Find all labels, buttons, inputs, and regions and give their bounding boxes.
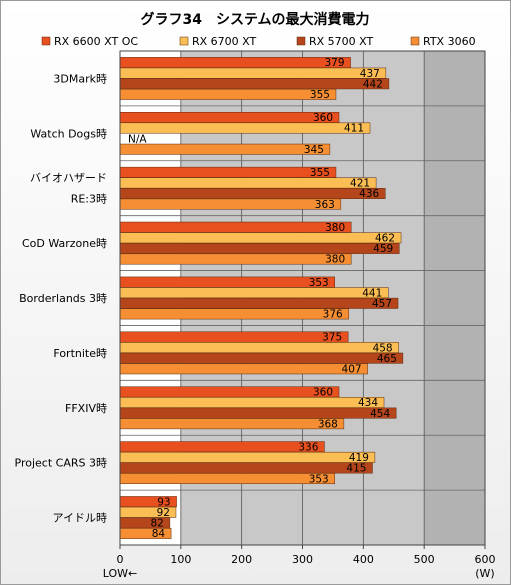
bar <box>119 232 402 244</box>
data-label: 84 <box>152 528 166 540</box>
data-label: 82 <box>151 518 164 530</box>
bar <box>119 166 337 178</box>
bar <box>119 441 325 453</box>
x-tick-label: 100 <box>170 553 191 566</box>
data-label: 434 <box>358 397 378 409</box>
data-label: 360 <box>313 112 333 124</box>
data-label: 336 <box>298 441 318 453</box>
na-label: N/A <box>128 133 147 145</box>
bar <box>119 221 352 233</box>
data-label: 379 <box>325 57 345 69</box>
data-label: 353 <box>309 473 329 485</box>
legend-label: RTX 3060 <box>423 35 476 48</box>
data-label: 454 <box>370 408 390 420</box>
x-tick-label: 200 <box>231 553 252 566</box>
data-label: 441 <box>362 287 382 299</box>
data-label: 419 <box>349 452 369 464</box>
bar <box>119 111 340 123</box>
bar <box>119 473 335 485</box>
data-label: 437 <box>360 68 380 80</box>
data-label: 360 <box>313 387 333 399</box>
bar <box>119 287 389 299</box>
legend-swatch <box>179 36 189 46</box>
data-label: 407 <box>342 363 362 375</box>
bar <box>119 342 399 354</box>
data-label: 462 <box>375 233 395 245</box>
x-direction-label: LOW← <box>103 567 138 580</box>
bar <box>119 253 352 265</box>
bar <box>119 451 376 463</box>
data-label: 353 <box>309 277 329 289</box>
legend-label: RX 6700 XT <box>192 35 257 48</box>
legend-label: RX 6600 XT OC <box>54 35 138 48</box>
data-label: 458 <box>373 342 393 354</box>
data-label: 411 <box>344 123 364 135</box>
data-label: 355 <box>310 167 330 179</box>
data-label: 345 <box>304 144 324 156</box>
data-label: 368 <box>318 418 338 430</box>
bar <box>119 407 397 419</box>
category-label: Project CARS 3時 <box>15 457 107 470</box>
category-label: Watch Dogs時 <box>30 127 107 140</box>
legend-swatch <box>410 36 420 46</box>
bar <box>119 242 400 254</box>
data-label: 380 <box>325 254 345 266</box>
bar <box>119 78 390 90</box>
category-label: アイドル時 <box>53 512 107 525</box>
legend-label: RX 5700 XT <box>309 35 374 48</box>
bar <box>119 331 349 343</box>
category-label: RE:3時 <box>71 193 107 206</box>
data-label: 92 <box>157 507 170 519</box>
data-label: 376 <box>323 309 343 321</box>
data-label: 355 <box>310 89 330 101</box>
plot-bg-high <box>424 51 485 545</box>
bar <box>119 308 349 320</box>
data-label: 442 <box>363 78 383 90</box>
x-unit-label: (W) <box>475 567 494 580</box>
bar <box>119 386 340 398</box>
category-label: FFXIV時 <box>65 402 107 415</box>
bar <box>119 363 368 375</box>
x-tick-label: 500 <box>414 553 435 566</box>
bar <box>119 198 342 210</box>
bar <box>119 122 371 134</box>
x-tick-label: 0 <box>117 553 124 566</box>
data-label: 457 <box>372 298 392 310</box>
data-label: 415 <box>346 463 366 475</box>
bar <box>119 57 351 68</box>
bar <box>119 418 345 430</box>
data-label: 459 <box>373 243 393 255</box>
x-tick-label: 300 <box>292 553 313 566</box>
bar <box>119 188 386 199</box>
category-label: Borderlands 3時 <box>19 292 107 305</box>
bar <box>119 297 399 309</box>
data-label: 93 <box>157 496 170 508</box>
bar <box>119 397 385 408</box>
bar <box>119 177 377 189</box>
legend-swatch <box>296 36 306 46</box>
x-tick-label: 600 <box>475 553 496 566</box>
data-label: 421 <box>350 178 370 190</box>
legend-swatch <box>41 36 51 46</box>
bar <box>119 352 404 364</box>
data-label: 380 <box>325 222 345 234</box>
data-label: 375 <box>322 332 342 344</box>
category-label: バイオハザード <box>30 172 107 185</box>
data-label: 465 <box>377 353 397 365</box>
bar <box>119 88 337 100</box>
category-label: Fortnite時 <box>53 347 107 360</box>
category-label: CoD Warzone時 <box>22 237 107 250</box>
chart-title: グラフ34 システムの最大消費電力 <box>140 11 369 28</box>
bar <box>119 462 373 474</box>
x-tick-label: 400 <box>353 553 374 566</box>
bar <box>119 276 335 288</box>
bar <box>119 143 331 155</box>
bar <box>119 67 387 79</box>
legend: RX 6600 XT OC RX 6700 XT RX 5700 XT RTX 306… <box>41 35 476 48</box>
data-label: 436 <box>359 188 379 200</box>
data-label: 363 <box>315 199 335 211</box>
category-label: 3DMark時 <box>53 72 107 85</box>
